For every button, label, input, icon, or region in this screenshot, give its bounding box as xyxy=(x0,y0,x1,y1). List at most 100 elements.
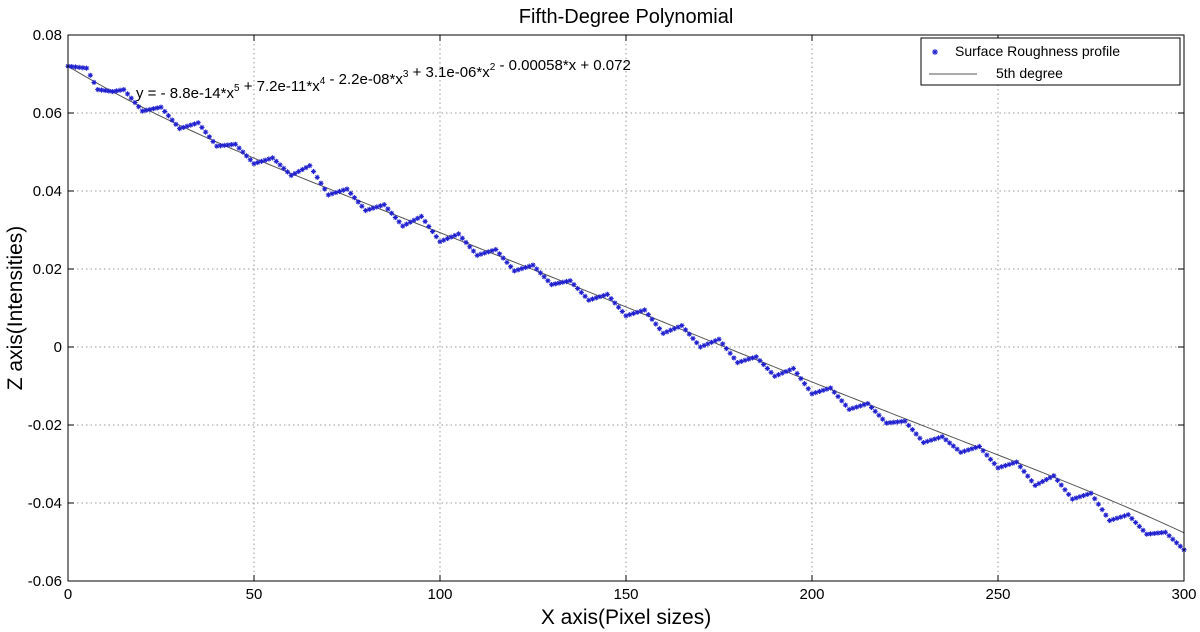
scatter-point xyxy=(705,341,711,347)
scatter-point xyxy=(653,321,659,327)
scatter-point xyxy=(184,123,190,129)
scatter-point xyxy=(917,435,923,441)
scatter-point xyxy=(1028,478,1035,484)
scatter-point xyxy=(1040,478,1046,485)
scatter-point xyxy=(723,345,730,352)
scatter-point xyxy=(504,259,510,265)
scatter-point xyxy=(668,327,674,333)
scatter-point xyxy=(177,126,183,132)
scatter-point xyxy=(842,402,849,408)
scatter-point xyxy=(229,141,235,148)
y-tick-label: 0.08 xyxy=(33,27,62,44)
scatter-point xyxy=(162,108,168,115)
scatter-point xyxy=(113,88,119,94)
scatter-point xyxy=(746,356,752,362)
scatter-point xyxy=(928,437,934,443)
scatter-point xyxy=(444,235,451,242)
scatter-point xyxy=(474,252,480,258)
scatter-point xyxy=(158,104,164,110)
y-tick-label: -0.04 xyxy=(28,495,62,512)
scatter-point xyxy=(660,330,666,336)
scatter-point xyxy=(1140,527,1146,533)
scatter-point xyxy=(690,335,696,342)
scatter-point xyxy=(325,192,331,198)
scatter-point xyxy=(1054,477,1061,483)
scatter-point xyxy=(1129,516,1135,522)
scatter-point xyxy=(790,365,796,372)
scatter-point xyxy=(537,270,544,276)
scatter-point xyxy=(783,368,789,375)
x-tick-label: 0 xyxy=(64,586,72,603)
scatter-point xyxy=(924,438,930,444)
scatter-point xyxy=(1021,468,1027,475)
scatter-point xyxy=(225,142,231,148)
scatter-point xyxy=(716,336,722,342)
scatter-point xyxy=(456,231,462,237)
scatter-point xyxy=(828,385,834,391)
scatter-point xyxy=(1159,530,1165,536)
scatter-point xyxy=(1107,517,1113,524)
scatter-point xyxy=(861,402,867,408)
scatter-point xyxy=(541,274,547,280)
scatter-point xyxy=(712,338,718,344)
scatter-point xyxy=(775,372,782,378)
scatter-point xyxy=(1110,516,1116,522)
scatter-point xyxy=(139,108,145,114)
scatter-point xyxy=(493,246,499,253)
scatter-point xyxy=(150,106,157,112)
scatter-point xyxy=(761,361,767,368)
scatter-point xyxy=(1147,531,1154,537)
scatter-point xyxy=(1077,494,1083,500)
equation-term: + 7.2e-11*x xyxy=(240,78,321,95)
x-tick-label: 100 xyxy=(427,586,452,603)
legend-box xyxy=(920,37,1181,86)
legend-entry-0: Surface Roughness profile xyxy=(955,43,1120,59)
scatter-point xyxy=(913,431,919,437)
scatter-point xyxy=(805,386,811,392)
scatter-point xyxy=(288,172,294,178)
scatter-point xyxy=(902,418,908,424)
scatter-point xyxy=(403,221,410,227)
scatter-point xyxy=(567,278,573,284)
scatter-point xyxy=(976,443,982,450)
scatter-point xyxy=(1047,475,1053,481)
fit-equation: y = - 8.8e-14*x5 + 7.2e-11*x4 - 2.2e-08*… xyxy=(136,57,631,102)
scatter-point xyxy=(932,436,938,442)
scatter-point xyxy=(1136,523,1142,529)
scatter-point xyxy=(597,294,603,300)
scatter-point xyxy=(221,142,227,148)
scatter-point xyxy=(169,117,175,123)
scatter-point xyxy=(385,206,391,212)
scatter-point xyxy=(701,342,707,349)
scatter-point xyxy=(72,64,79,70)
scatter-point xyxy=(649,316,655,322)
scatter-point xyxy=(87,72,93,78)
scatter-point xyxy=(1036,480,1042,487)
scatter-point xyxy=(526,263,532,269)
scatter-point xyxy=(958,449,964,455)
x-tick-label: 250 xyxy=(985,586,1010,603)
scatter-point xyxy=(708,339,715,345)
chart-title: Fifth-Degree Polynomial xyxy=(519,6,734,28)
scatter-point xyxy=(411,217,417,223)
scatter-point xyxy=(664,329,670,335)
scatter-point xyxy=(1002,462,1009,469)
scatter-point xyxy=(824,386,830,392)
scatter-point xyxy=(310,168,317,175)
scatter-point xyxy=(1051,473,1057,479)
scatter-point xyxy=(262,157,268,163)
scatter-point xyxy=(482,250,488,256)
scatter-point xyxy=(344,186,350,192)
scatter-point xyxy=(560,279,566,285)
scatter-point xyxy=(682,327,689,333)
scatter-point xyxy=(831,389,837,395)
scatter-point xyxy=(418,213,424,219)
scatter-point xyxy=(173,121,179,127)
scatter-point xyxy=(359,203,365,209)
scatter-point xyxy=(91,79,97,86)
equation-term: - 0.00058*x + 0.072 xyxy=(495,57,631,74)
scatter-point xyxy=(556,280,562,286)
scatter-point xyxy=(84,65,90,71)
scatter-point xyxy=(448,234,454,240)
scatter-point xyxy=(124,91,131,97)
